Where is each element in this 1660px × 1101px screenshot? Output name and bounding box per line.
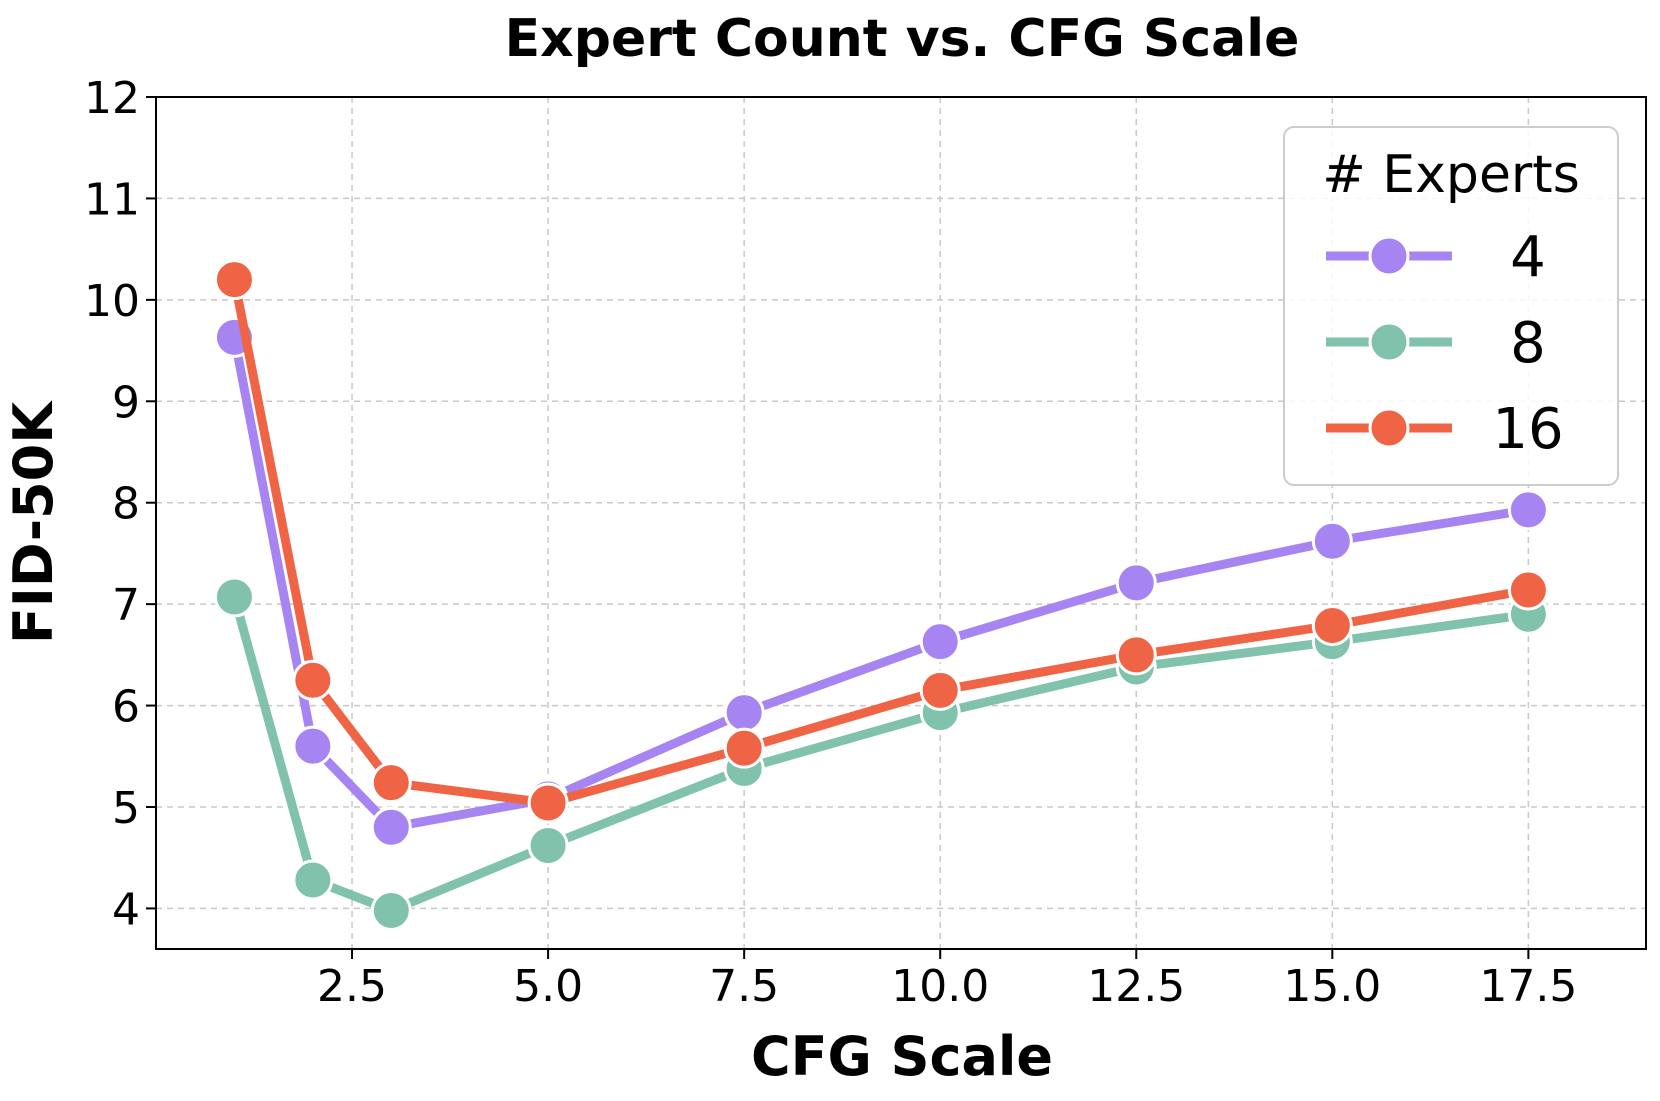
legend: # Experts 4 8 16: [1283, 126, 1619, 486]
series-layer: [213, 259, 1549, 931]
legend-marker-16: [1368, 407, 1410, 449]
plot-area-frame: [155, 96, 1647, 950]
legend-label-8: 8: [1510, 311, 1546, 376]
legend-marker-4: [1368, 235, 1410, 277]
x-tick-label: 7.5: [709, 961, 779, 1012]
y-tick-label: 12: [84, 73, 140, 124]
data-point-16: [527, 782, 569, 824]
data-point-16: [723, 727, 765, 769]
legend-label-16: 16: [1492, 397, 1563, 462]
data-point-8: [292, 859, 334, 901]
y-axis-label: FID-50K: [2, 400, 65, 644]
x-tick-label: 10.0: [891, 961, 989, 1012]
data-point-4: [1507, 489, 1549, 531]
data-point-4: [919, 621, 961, 663]
data-point-4: [723, 692, 765, 734]
data-point-8: [370, 889, 412, 931]
y-tick-label: 10: [84, 276, 140, 327]
data-point-16: [292, 659, 334, 701]
x-tick-label: 5.0: [513, 961, 583, 1012]
data-point-4: [292, 725, 334, 767]
x-tick-label: 17.5: [1479, 961, 1577, 1012]
y-tick-label: 5: [112, 783, 140, 834]
data-point-16: [1507, 569, 1549, 611]
y-tick-label: 9: [112, 377, 140, 428]
data-point-16: [1115, 634, 1157, 676]
legend-label-4: 4: [1510, 225, 1546, 290]
y-tick-label: 7: [112, 580, 140, 631]
chart-title: Expert Count vs. CFG Scale: [505, 9, 1300, 69]
legend-title: # Experts: [1322, 145, 1580, 205]
legend-box: [1283, 126, 1619, 486]
data-point-4: [1311, 520, 1353, 562]
data-point-16: [370, 762, 412, 804]
data-point-4: [1115, 562, 1157, 604]
x-tick-label: 2.5: [317, 961, 387, 1012]
x-tick-label: 12.5: [1087, 961, 1185, 1012]
legend-marker-8: [1368, 321, 1410, 363]
legend-entry-4: 4: [1326, 225, 1546, 290]
data-point-16: [213, 259, 255, 301]
data-point-16: [1311, 604, 1353, 646]
x-axis-label: CFG Scale: [751, 1025, 1053, 1088]
data-point-4: [370, 806, 412, 848]
data-point-16: [919, 669, 961, 711]
data-point-8: [527, 825, 569, 867]
series-16: [213, 259, 1549, 824]
y-tick-label: 6: [112, 682, 140, 733]
legend-entries: 4 8 16: [1326, 225, 1564, 462]
data-point-8: [213, 576, 255, 618]
legend-entry-16: 16: [1326, 397, 1564, 462]
y-tick-label: 11: [84, 174, 140, 225]
tick-layer: 2.5 5.0 7.5 10.0 12.5 15.0 17.5 4 5 6 7 8 9 10 11 12: [84, 73, 1577, 1012]
y-tick-label: 8: [112, 479, 140, 530]
y-tick-label: 4: [112, 884, 140, 935]
x-tick-label: 15.0: [1283, 961, 1381, 1012]
legend-entry-8: 8: [1326, 311, 1546, 376]
